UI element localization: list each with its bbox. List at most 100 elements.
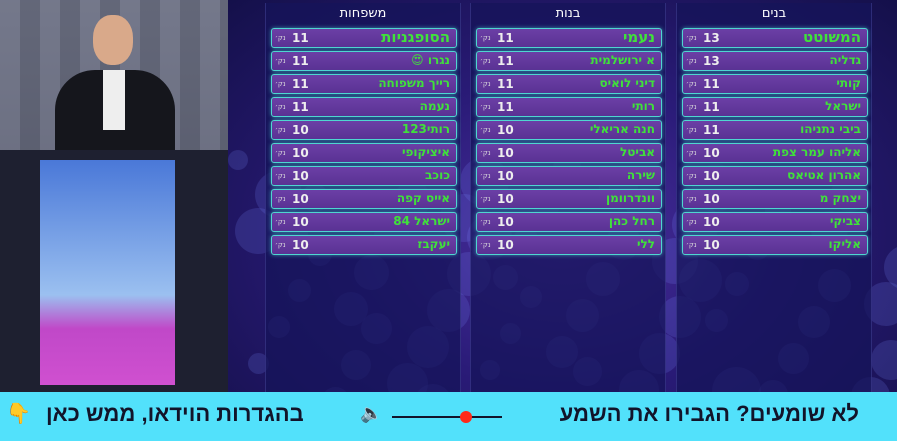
score-row: כוכב 10 נק׳ [271, 166, 457, 186]
player-score: 11 [703, 77, 720, 91]
score-row: אהרון אטיאס 10 נק׳ [682, 166, 868, 186]
score-unit: נק׳ [686, 172, 697, 180]
score-unit: נק׳ [275, 80, 286, 88]
player-score: 10 [703, 215, 720, 229]
score-row: הסופגניות 11 נק׳ [271, 28, 457, 48]
player-score: 10 [292, 169, 309, 183]
score-unit: נק׳ [275, 195, 286, 203]
player-name: ביבי נתניהו [800, 122, 861, 136]
score-unit: נק׳ [275, 241, 286, 249]
player-name: ללי [636, 237, 655, 251]
score-unit: נק׳ [480, 149, 491, 157]
player-name: איציקופי [401, 145, 450, 159]
player-name: א ירושלמית [590, 53, 655, 67]
score-row: אליקו 10 נק׳ [682, 235, 868, 255]
bubble-decoration [871, 340, 897, 380]
score-row: אביטל 10 נק׳ [476, 143, 662, 163]
column-1: בנות נעמי 11 נק׳ א ירושלמית 11 נק׳ דיני לוא… [470, 3, 666, 392]
player-score: 10 [497, 169, 514, 183]
score-unit: נק׳ [480, 103, 491, 111]
column-0: בנים המשוטט 13 נק׳ גדליה 13 נק׳ קותי 11 נק׳… [676, 3, 872, 392]
player-score: 10 [497, 215, 514, 229]
player-name: קותי [836, 76, 861, 90]
player-score: 11 [497, 54, 514, 68]
score-row: קותי 11 נק׳ [682, 74, 868, 94]
score-unit: נק׳ [480, 195, 491, 203]
player-name: גדליה [829, 53, 861, 67]
player-name: דיני לואיס [599, 76, 655, 90]
score-unit: נק׳ [480, 172, 491, 180]
player-name: וונדרוומן [606, 191, 655, 205]
player-score: 11 [703, 123, 720, 137]
player-score: 11 [292, 54, 309, 68]
score-row: רותי123 10 נק׳ [271, 120, 457, 140]
scoreboard: בנים המשוטט 13 נק׳ גדליה 13 נק׳ קותי 11 נק׳… [228, 0, 897, 392]
player-name: רחל כהן [608, 214, 655, 228]
player-name: ישראל [825, 99, 861, 113]
score-unit: נק׳ [480, 126, 491, 134]
score-row: המשוטט 13 נק׳ [682, 28, 868, 48]
bubble-decoration [248, 353, 269, 374]
score-unit: נק׳ [480, 241, 491, 249]
column-2: משפחות הסופגניות 11 נק׳ נגרו 😍 11 נק׳ רייך … [265, 3, 461, 392]
score-unit: נק׳ [480, 218, 491, 226]
score-row: ביבי נתניהו 11 נק׳ [682, 120, 868, 140]
player-name: המשוטט [802, 28, 861, 46]
player-score: 11 [497, 31, 514, 45]
score-unit: נק׳ [686, 241, 697, 249]
player-name: נגרו 😍 [411, 53, 450, 67]
player-score: 11 [703, 100, 720, 114]
presenter [45, 10, 185, 160]
banner-text-1: לא שומעים? הגבירו את השמע [559, 401, 859, 426]
bubble-decoration [884, 245, 897, 290]
score-unit: נק׳ [686, 126, 697, 134]
score-unit: נק׳ [480, 80, 491, 88]
player-name: אביטל [620, 145, 655, 159]
player-score: 10 [703, 146, 720, 160]
banner-text-2: בהגדרות הוידאו, ממש כאן [46, 401, 304, 426]
player-name: אייס קפה [396, 191, 450, 205]
slider-thumb [460, 411, 472, 423]
score-row: איציקופי 10 נק׳ [271, 143, 457, 163]
bubble-decoration [228, 150, 248, 170]
score-unit: נק׳ [480, 34, 491, 42]
score-row: דיני לואיס 11 נק׳ [476, 74, 662, 94]
score-unit: נק׳ [275, 57, 286, 65]
player-name: רותי123 [401, 122, 450, 136]
player-score: 10 [497, 123, 514, 137]
score-row: חנה אריאלי 10 נק׳ [476, 120, 662, 140]
score-row: אייס קפה 10 נק׳ [271, 189, 457, 209]
pointing-hand-icon: 👇 [6, 403, 31, 425]
column-title: משפחות [339, 6, 387, 21]
player-name: נעמי [622, 28, 655, 46]
score-unit: נק׳ [686, 149, 697, 157]
player-name: צביקי [829, 214, 861, 228]
player-name: רייך משפוחה [378, 76, 450, 90]
player-score: 11 [292, 77, 309, 91]
player-score: 11 [497, 100, 514, 114]
column-title: בנים [761, 6, 787, 21]
score-row: ישראל 11 נק׳ [682, 97, 868, 117]
presenter-video [0, 0, 228, 392]
player-name: אליקו [828, 237, 861, 251]
volume-hint-banner: לא שומעים? הגבירו את השמע 🔈 בהגדרות הויד… [0, 392, 897, 441]
score-row: ללי 10 נק׳ [476, 235, 662, 255]
player-name: יצחק מ [819, 191, 861, 205]
score-unit: נק׳ [275, 103, 286, 111]
podium [0, 150, 228, 392]
score-row: גדליה 13 נק׳ [682, 51, 868, 71]
player-score: 10 [703, 238, 720, 252]
player-score: 10 [292, 215, 309, 229]
score-row: רייך משפוחה 11 נק׳ [271, 74, 457, 94]
player-name: ישראל 84 [393, 214, 450, 228]
podium-screen [40, 160, 175, 385]
score-row: א ירושלמית 11 נק׳ [476, 51, 662, 71]
score-row: שירה 10 נק׳ [476, 166, 662, 186]
player-score: 10 [292, 192, 309, 206]
player-score: 11 [292, 100, 309, 114]
score-row: נעמה 11 נק׳ [271, 97, 457, 117]
player-name: נעמה [419, 99, 450, 113]
score-row: ישראל 84 10 נק׳ [271, 212, 457, 232]
score-unit: נק׳ [686, 34, 697, 42]
player-score: 11 [497, 77, 514, 91]
